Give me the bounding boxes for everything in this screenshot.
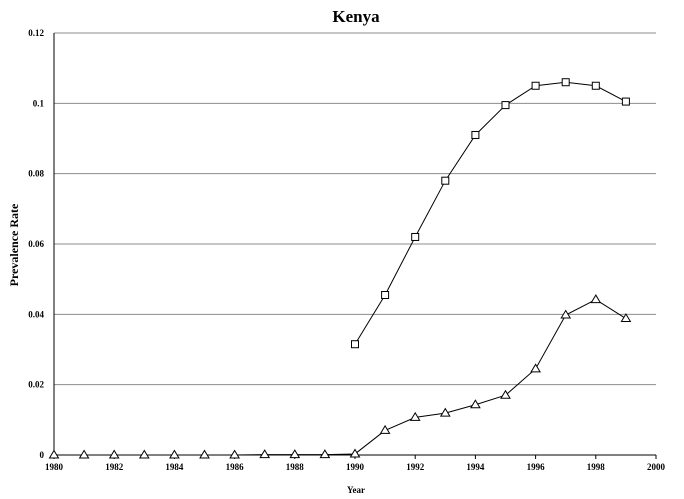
data-point-triangle	[560, 309, 572, 319]
data-point-triangle	[319, 449, 331, 459]
axes	[53, 33, 657, 459]
data-point-triangle	[229, 449, 240, 459]
y-tick-label: 0.1	[33, 98, 45, 108]
y-tick-label: 0.12	[28, 28, 44, 38]
y-tick-label: 0.08	[28, 169, 44, 179]
series-line	[54, 298, 627, 456]
data-series	[48, 78, 632, 459]
data-point-triangle	[349, 448, 361, 458]
data-point-triangle	[108, 449, 120, 459]
series-line	[354, 81, 627, 345]
data-point-triangle	[138, 449, 150, 459]
x-tick-label: 1988	[286, 462, 305, 472]
x-tick-label: 1994	[466, 462, 485, 472]
y-tick-label: 0.04	[28, 309, 44, 319]
x-tick-label: 1990	[346, 462, 365, 472]
data-point-triangle	[530, 363, 541, 373]
data-point-triangle	[199, 449, 210, 459]
x-tick-label: 1996	[527, 462, 546, 472]
data-point-triangle	[590, 294, 602, 304]
data-point-triangle	[169, 449, 180, 459]
data-point-triangle	[620, 313, 632, 323]
data-point-triangle	[259, 449, 271, 459]
data-point-triangle	[48, 449, 60, 459]
x-tick-label: 2000	[647, 462, 666, 472]
data-point-square	[531, 81, 540, 90]
x-tick-label: 1992	[406, 462, 425, 472]
x-tick-label: 1982	[105, 462, 124, 472]
data-point-square	[471, 130, 480, 139]
data-point-triangle	[409, 411, 421, 421]
gridlines	[54, 32, 656, 386]
data-point-triangle	[500, 389, 511, 399]
x-axis-label: Year	[347, 485, 365, 495]
data-point-square	[561, 78, 570, 87]
data-point-triangle	[78, 449, 90, 459]
y-tick-label: 0	[40, 450, 45, 460]
data-point-triangle	[439, 407, 451, 417]
x-tick-label: 1998	[587, 462, 606, 472]
data-point-square	[591, 81, 600, 90]
data-point-square	[351, 340, 359, 349]
y-axis-label: Prevalence Rate	[7, 203, 21, 286]
x-tick-label: 1986	[226, 462, 245, 472]
series-triangle	[48, 294, 632, 459]
tick-labels: 0 0.02 0.04 0.06 0.08 0.1 0.12 1980 1982 1984 1986…	[28, 28, 665, 472]
data-point-square	[411, 232, 420, 241]
y-tick-label: 0.02	[28, 380, 44, 390]
data-point-triangle	[379, 424, 391, 434]
y-tick-label: 0.06	[28, 239, 44, 249]
data-point-square	[441, 176, 450, 185]
data-point-triangle	[289, 449, 301, 459]
data-point-square	[501, 101, 510, 110]
series-square	[351, 78, 630, 349]
x-tick-label: 1980	[45, 462, 64, 472]
data-point-square	[621, 97, 630, 106]
x-tick-label: 1984	[165, 462, 184, 472]
chart-title: Kenya	[332, 7, 380, 26]
data-point-square	[381, 290, 390, 299]
data-point-triangle	[470, 399, 481, 409]
